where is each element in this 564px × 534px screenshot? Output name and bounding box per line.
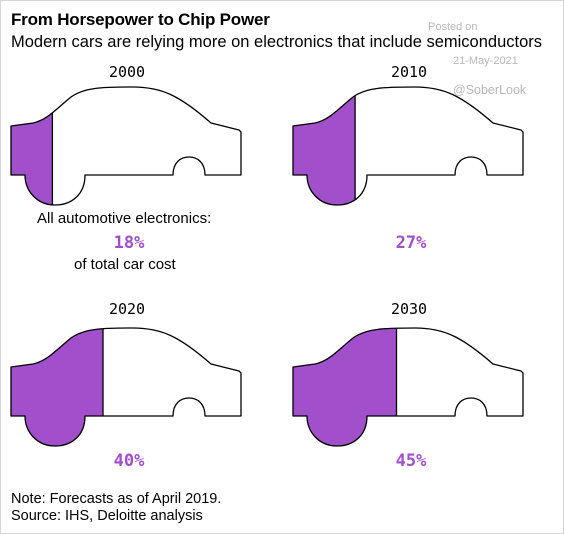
chart-title: From Horsepower to Chip Power xyxy=(11,10,270,29)
watermark-posted: Posted on xyxy=(428,21,478,33)
car-outline-2020 xyxy=(10,327,242,447)
year-label-2030: 2030 xyxy=(391,300,427,318)
watermark-date: 21-May-2021 xyxy=(453,55,518,67)
electronics-share-bar-2020 xyxy=(11,328,103,446)
forecast-note: Note: Forecasts as of April 2019. xyxy=(11,491,222,507)
electronics-label: All automotive electronics: xyxy=(37,210,212,227)
car-body-2000 xyxy=(11,87,241,205)
year-label-2000: 2000 xyxy=(109,63,145,81)
car-outline-2000 xyxy=(10,86,242,206)
value-label-2020: 40% xyxy=(114,451,145,471)
electronics-share-bar-2000 xyxy=(11,87,53,205)
car-2020: 2020 40% xyxy=(10,300,242,471)
car-outline-2030 xyxy=(292,327,524,447)
year-label-2010: 2010 xyxy=(391,63,427,81)
watermark-handle: @SoberLook xyxy=(453,83,527,97)
value-label-2030: 45% xyxy=(396,451,427,471)
value-label-2000: 18% xyxy=(114,233,145,253)
car-2010: 2010 27% xyxy=(292,63,524,253)
car-2000: 2000 18% xyxy=(10,63,242,253)
car-outline-2010 xyxy=(292,86,524,206)
value-label-2010: 27% xyxy=(396,233,427,253)
chart-subtitle: Modern cars are relying more on electron… xyxy=(11,33,542,51)
total-cost-label: of total car cost xyxy=(74,256,176,273)
year-label-2020: 2020 xyxy=(109,300,145,318)
car-2030: 2030 45% xyxy=(292,300,524,471)
source-note: Source: IHS, Deloitte analysis xyxy=(11,508,203,524)
